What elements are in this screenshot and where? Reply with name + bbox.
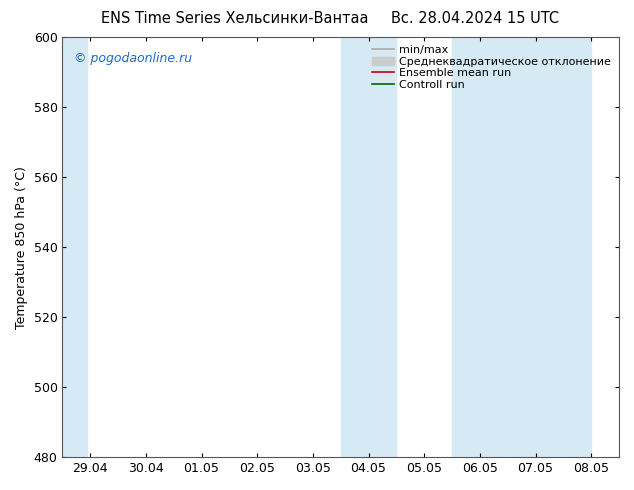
Text: Вс. 28.04.2024 15 UTC: Вс. 28.04.2024 15 UTC — [391, 11, 560, 26]
Text: ENS Time Series Хельсинки-Вантаа: ENS Time Series Хельсинки-Вантаа — [101, 11, 368, 26]
Y-axis label: Temperature 850 hPa (°C): Temperature 850 hPa (°C) — [15, 166, 28, 329]
Bar — [62, 37, 87, 457]
Bar — [452, 37, 591, 457]
Legend: min/max, Среднеквадратическое отклонение, Ensemble mean run, Controll run: min/max, Среднеквадратическое отклонение… — [370, 43, 614, 92]
Text: © pogodaonline.ru: © pogodaonline.ru — [74, 52, 191, 65]
Bar — [340, 37, 396, 457]
